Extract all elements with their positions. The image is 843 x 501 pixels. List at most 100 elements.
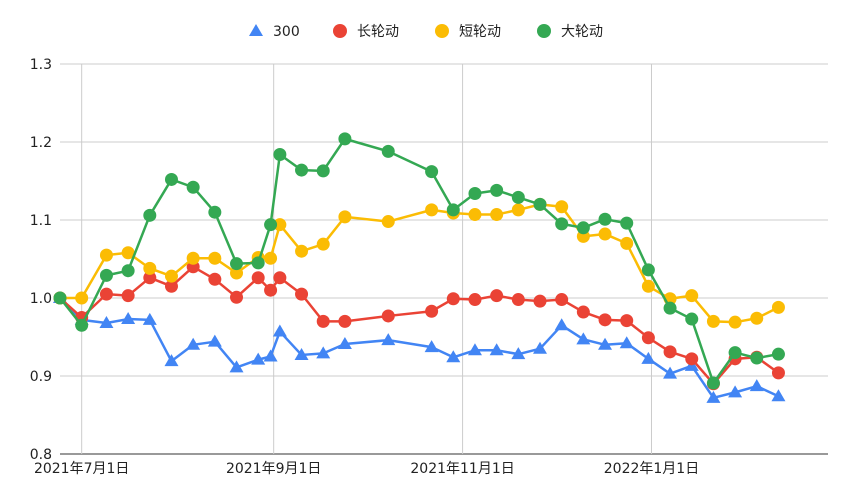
data-point xyxy=(771,366,785,380)
data-point xyxy=(685,352,699,366)
data-point xyxy=(99,268,113,282)
data-point xyxy=(164,279,178,293)
data-point xyxy=(338,314,352,328)
x-axis-ticks: 2021年7月1日 2021年9月1日 2021年11月1日 2022年1月1日 xyxy=(34,461,699,477)
data-point xyxy=(598,313,612,327)
data-point xyxy=(533,197,547,211)
data-point xyxy=(99,248,113,262)
data-point xyxy=(555,200,569,214)
x-tick-label: 2022年1月1日 xyxy=(604,461,699,477)
data-point xyxy=(316,237,330,251)
data-point xyxy=(511,190,525,204)
data-point xyxy=(620,216,634,230)
data-point xyxy=(467,343,482,356)
gridlines xyxy=(60,63,828,455)
data-point xyxy=(554,318,569,331)
data-point xyxy=(576,221,590,235)
data-point xyxy=(295,163,309,177)
legend-label: 300 xyxy=(273,24,300,40)
data-point xyxy=(251,352,266,365)
data-point xyxy=(143,271,157,285)
data-point xyxy=(706,376,720,390)
data-point xyxy=(208,251,222,265)
data-point xyxy=(381,215,395,229)
data-point xyxy=(121,312,136,325)
data-point xyxy=(555,293,569,307)
data-point xyxy=(208,205,222,219)
data-point xyxy=(164,269,178,283)
data-point xyxy=(771,389,786,402)
data-point xyxy=(533,294,547,308)
data-point xyxy=(273,271,287,285)
data-point xyxy=(771,300,785,314)
data-point xyxy=(425,203,439,217)
data-point xyxy=(273,218,287,232)
data-point xyxy=(490,208,504,222)
data-point xyxy=(750,351,764,365)
data-point xyxy=(663,366,678,379)
data-point xyxy=(663,301,677,315)
y-tick-label: 1.3 xyxy=(30,57,52,73)
data-point xyxy=(251,271,265,285)
y-tick-label: 0.8 xyxy=(30,447,52,463)
data-point xyxy=(598,227,612,241)
data-point xyxy=(142,312,157,325)
data-point xyxy=(294,347,309,360)
series-大轮动 xyxy=(53,132,785,390)
legend-marker xyxy=(333,24,347,38)
data-point xyxy=(620,314,634,328)
data-point xyxy=(99,287,113,301)
y-tick-label: 1.1 xyxy=(30,213,52,229)
data-point xyxy=(208,272,222,286)
x-tick-label: 2021年9月1日 xyxy=(226,461,321,477)
data-point xyxy=(316,314,330,328)
data-point xyxy=(186,180,200,194)
data-point xyxy=(728,315,742,329)
data-point xyxy=(511,347,526,360)
data-point xyxy=(489,343,504,356)
legend-item: 300 xyxy=(249,24,300,40)
data-point xyxy=(143,261,157,275)
data-point xyxy=(316,346,331,359)
data-point xyxy=(576,305,590,319)
data-point xyxy=(750,311,764,325)
data-point xyxy=(273,147,287,161)
data-point xyxy=(121,264,135,278)
data-point xyxy=(641,279,655,293)
data-point xyxy=(381,333,396,346)
y-tick-label: 1.2 xyxy=(30,135,52,151)
data-point xyxy=(468,208,482,222)
data-point xyxy=(229,360,244,373)
data-point xyxy=(424,340,439,353)
data-point xyxy=(99,315,114,328)
legend-label: 大轮动 xyxy=(561,24,603,40)
data-point xyxy=(490,183,504,197)
y-tick-label: 1.0 xyxy=(30,291,52,307)
data-point xyxy=(641,351,656,364)
data-point xyxy=(598,212,612,226)
data-point xyxy=(663,345,677,359)
legend-marker xyxy=(537,24,551,38)
legend-marker xyxy=(249,24,263,36)
data-point xyxy=(728,346,742,360)
legend-item: 短轮动 xyxy=(435,24,501,40)
data-point xyxy=(511,203,525,217)
data-point xyxy=(446,292,460,306)
x-tick-label: 2021年11月1日 xyxy=(410,461,514,477)
data-point xyxy=(272,324,287,337)
data-point xyxy=(121,246,135,260)
series-layer xyxy=(53,132,786,403)
data-point xyxy=(620,236,634,250)
data-point xyxy=(446,350,461,363)
data-point xyxy=(619,336,634,349)
data-point xyxy=(53,291,67,305)
data-point xyxy=(295,244,309,258)
data-point xyxy=(685,312,699,326)
data-point xyxy=(381,309,395,323)
data-point xyxy=(121,289,135,303)
legend-label: 短轮动 xyxy=(459,24,501,40)
data-point xyxy=(381,144,395,158)
data-point xyxy=(264,218,278,232)
data-point xyxy=(186,251,200,265)
